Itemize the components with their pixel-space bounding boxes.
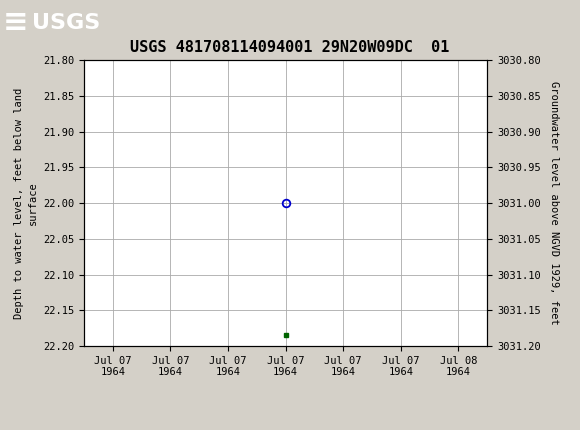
Text: ≡: ≡ bbox=[3, 8, 28, 37]
Text: USGS: USGS bbox=[32, 12, 100, 33]
Legend: Period of approved data: Period of approved data bbox=[183, 427, 389, 430]
Y-axis label: Depth to water level, feet below land
surface: Depth to water level, feet below land su… bbox=[14, 88, 38, 319]
Text: USGS 481708114094001 29N20W09DC  01: USGS 481708114094001 29N20W09DC 01 bbox=[130, 40, 450, 55]
Y-axis label: Groundwater level above NGVD 1929, feet: Groundwater level above NGVD 1929, feet bbox=[549, 81, 559, 325]
